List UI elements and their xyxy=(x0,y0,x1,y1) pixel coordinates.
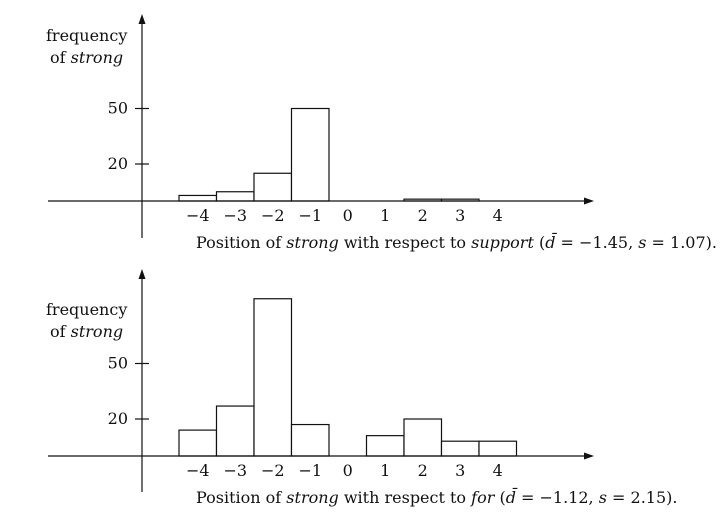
x-tick-label: 2 xyxy=(418,461,428,480)
x-tick-label: 4 xyxy=(493,461,503,480)
x-tick-label: −2 xyxy=(261,461,285,480)
x-tick-label: −1 xyxy=(298,461,322,480)
x-tick-label: 1 xyxy=(380,206,390,225)
y-tick-label: 50 xyxy=(108,99,128,118)
bar-x-2 xyxy=(253,172,293,202)
bar-x2 xyxy=(403,418,443,457)
x-tick-label: −2 xyxy=(261,206,285,225)
bar-x-1 xyxy=(290,107,330,202)
bar-x-1 xyxy=(290,423,330,457)
x-tick-label: 2 xyxy=(418,206,428,225)
bar-x1 xyxy=(365,435,405,457)
x-tick-label: 0 xyxy=(343,461,353,480)
y-tick-label: 20 xyxy=(108,154,128,173)
bar-x-3 xyxy=(215,405,255,457)
x-tick-label: −4 xyxy=(186,206,210,225)
y-axis-arrowhead xyxy=(138,269,146,279)
y-tick-label: 50 xyxy=(108,354,128,373)
y-axis-label-line2: of strong xyxy=(50,322,123,341)
bar-x-4 xyxy=(178,194,218,202)
bar-x-4 xyxy=(178,429,218,457)
y-tick-label: 20 xyxy=(108,409,128,428)
x-tick-label: −3 xyxy=(223,206,247,225)
x-tick-label: 3 xyxy=(455,206,465,225)
bars xyxy=(178,107,480,202)
bars xyxy=(178,298,518,457)
x-tick-label: −1 xyxy=(298,206,322,225)
x-ticks: −4 −3 −2 −1 0 1 2 3 4 xyxy=(186,461,503,480)
x-tick-label: 4 xyxy=(493,206,503,225)
x-tick-label: 0 xyxy=(343,206,353,225)
x-ticks: −4 −3 −2 −1 0 1 2 3 4 xyxy=(186,206,503,225)
y-axis-label-line1: frequency xyxy=(46,300,127,319)
x-axis-arrowhead xyxy=(584,452,594,460)
y-axis-arrowhead xyxy=(138,14,146,24)
caption: Position of strong with respect to for (… xyxy=(196,486,677,507)
x-axis-arrowhead xyxy=(584,197,594,205)
x-tick-label: −4 xyxy=(186,461,210,480)
x-tick-label: 3 xyxy=(455,461,465,480)
y-axis-label-line1: frequency xyxy=(46,26,127,45)
caption: Position of strong with respect to suppo… xyxy=(196,231,717,252)
bar-x3 xyxy=(440,440,480,457)
bar-x4 xyxy=(478,440,518,457)
x-tick-label: 1 xyxy=(380,461,390,480)
bar-x-2 xyxy=(253,298,293,457)
x-tick-label: −3 xyxy=(223,461,247,480)
y-axis-label-line2: of strong xyxy=(50,48,123,67)
bar-x-3 xyxy=(215,191,255,202)
